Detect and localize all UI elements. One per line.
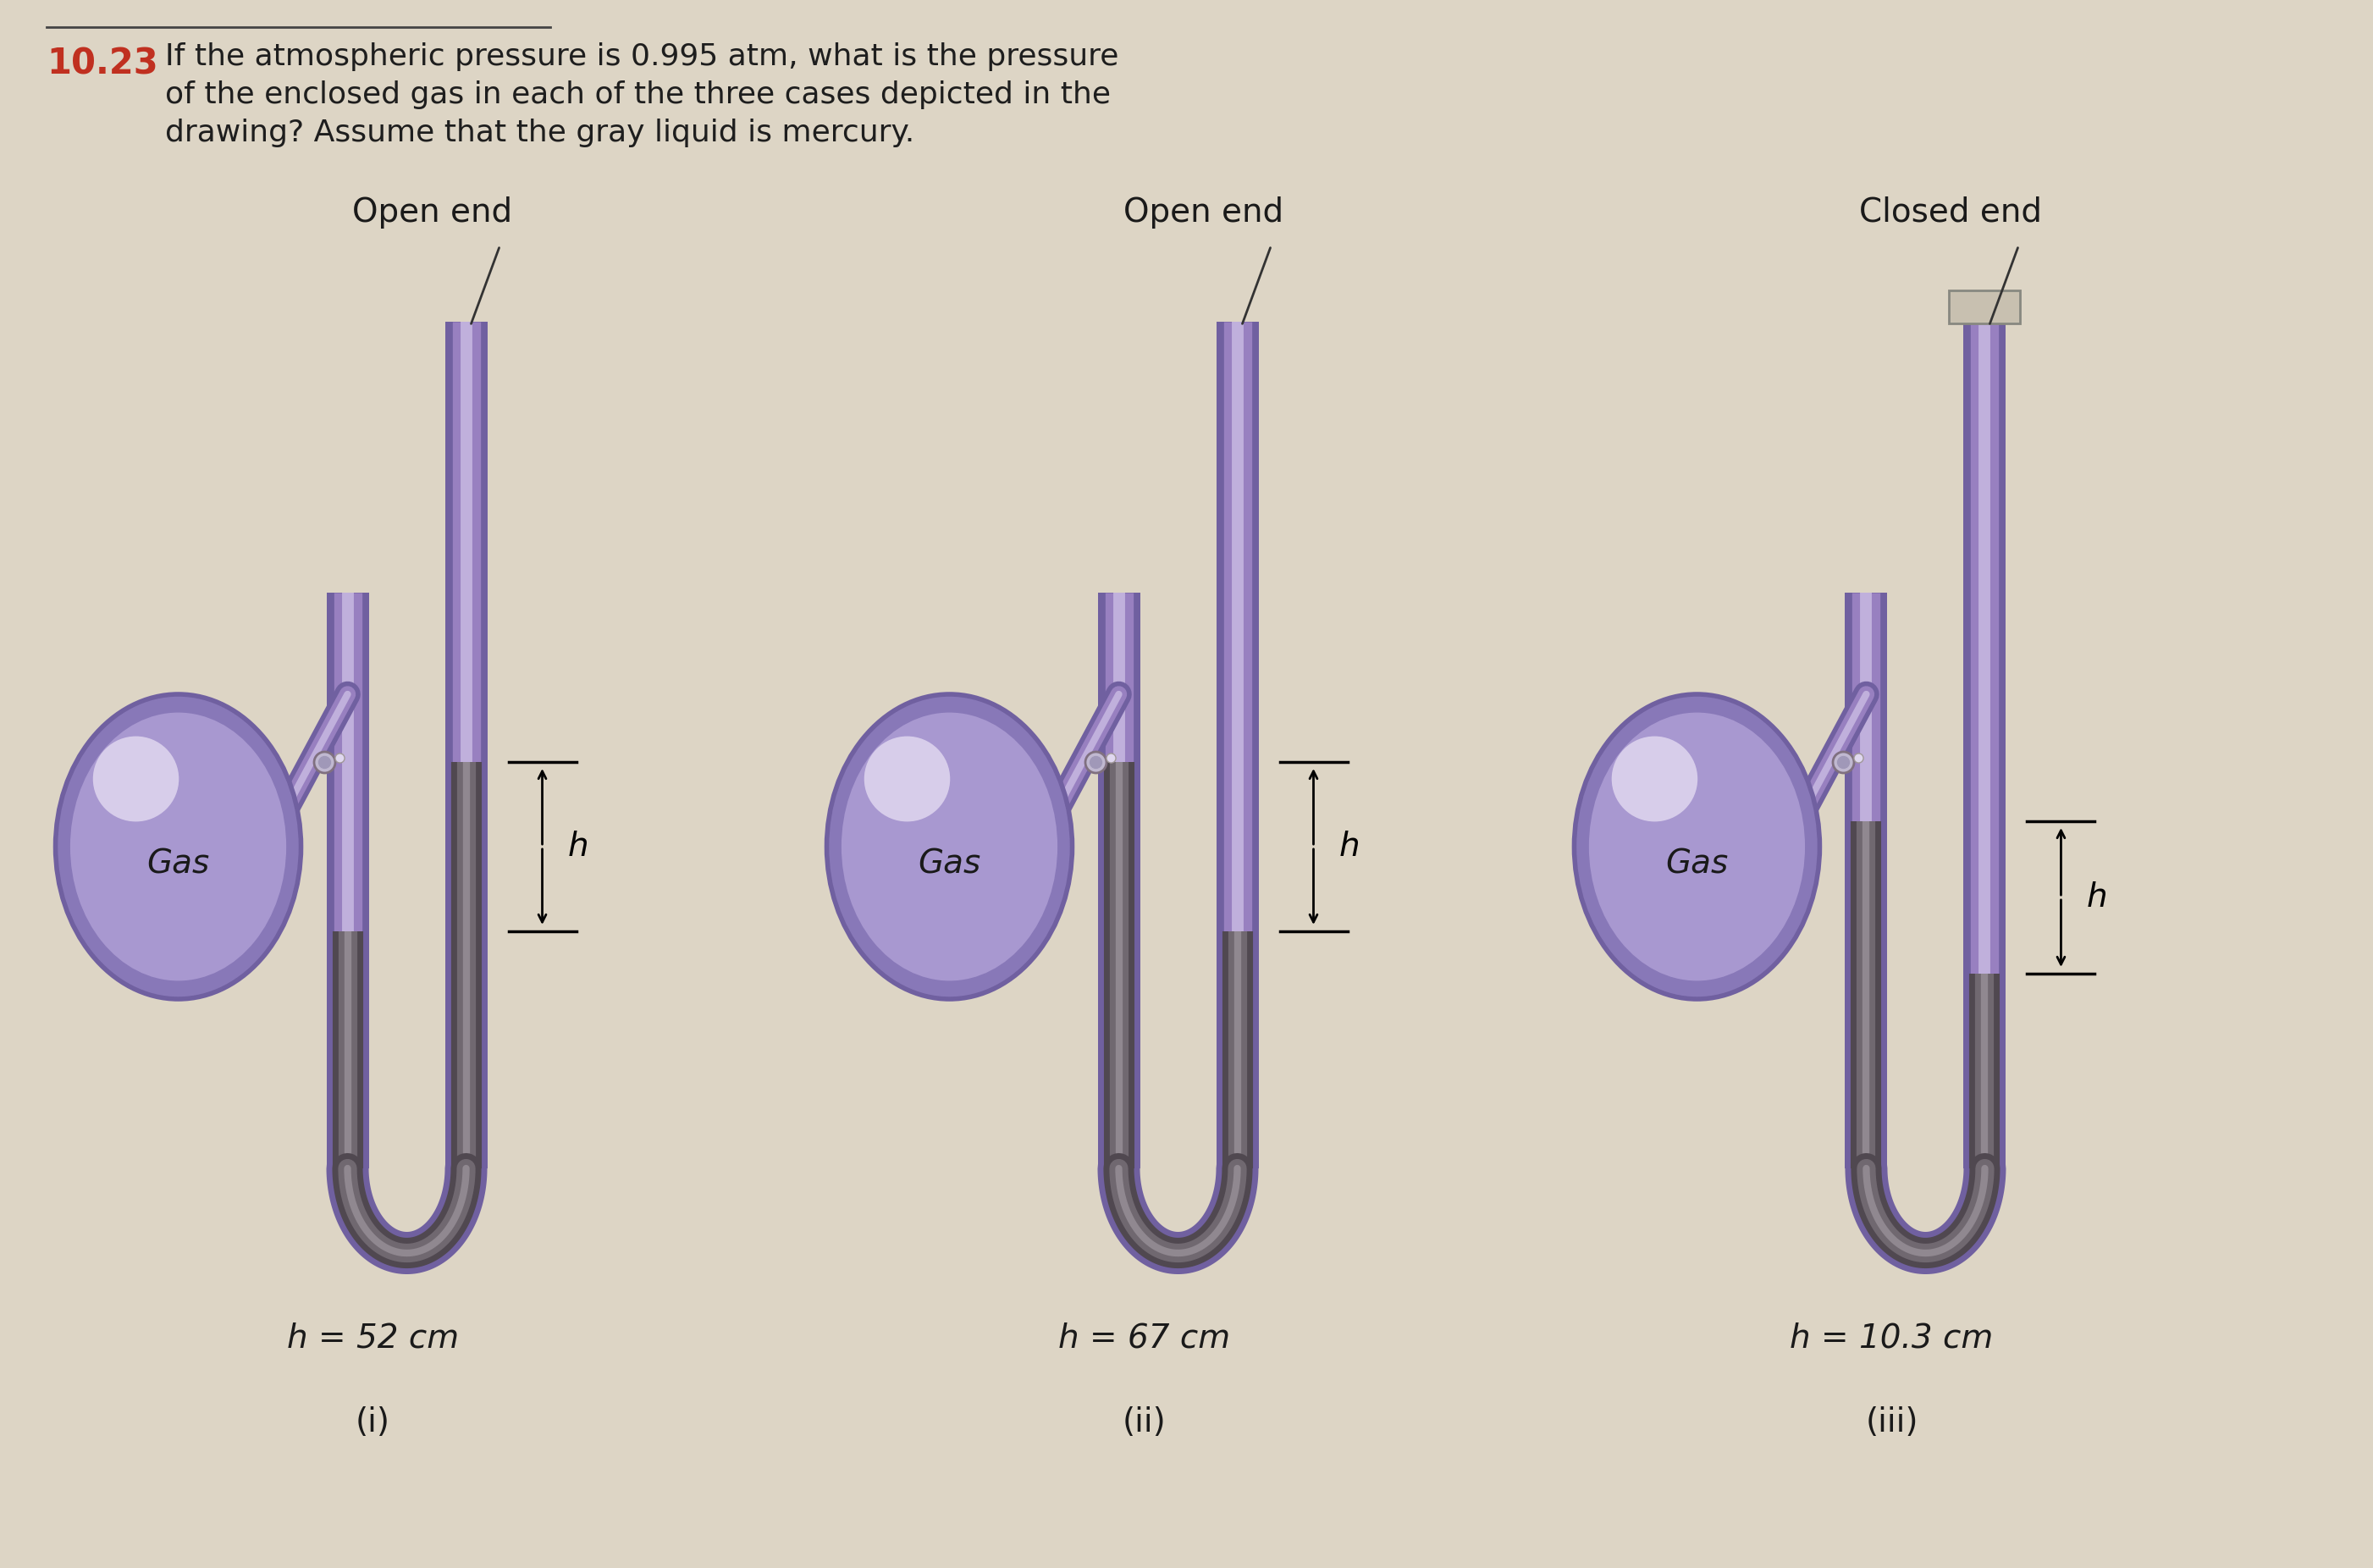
Ellipse shape [71, 712, 287, 980]
Text: h: h [567, 831, 589, 862]
Text: drawing? Assume that the gray liquid is mercury.: drawing? Assume that the gray liquid is … [166, 119, 914, 147]
Text: Open end: Open end [351, 196, 513, 229]
Text: Gas: Gas [1666, 847, 1728, 880]
Text: Closed end: Closed end [1860, 196, 2043, 229]
Ellipse shape [55, 695, 301, 999]
Text: h = 67 cm: h = 67 cm [1058, 1322, 1229, 1353]
Text: (i): (i) [356, 1406, 389, 1438]
Text: Gas: Gas [147, 847, 209, 880]
Ellipse shape [1590, 712, 1806, 980]
Text: If the atmospheric pressure is 0.995 atm, what is the pressure: If the atmospheric pressure is 0.995 atm… [166, 42, 1118, 71]
Text: (iii): (iii) [1865, 1406, 1917, 1438]
Text: h = 52 cm: h = 52 cm [287, 1322, 458, 1353]
FancyBboxPatch shape [1948, 290, 2019, 323]
Text: Open end: Open end [1122, 196, 1284, 229]
Text: Gas: Gas [918, 847, 980, 880]
Text: of the enclosed gas in each of the three cases depicted in the: of the enclosed gas in each of the three… [166, 80, 1111, 110]
Ellipse shape [93, 737, 178, 822]
Text: h: h [1338, 831, 1360, 862]
Ellipse shape [1611, 737, 1697, 822]
Text: h: h [2086, 881, 2107, 914]
Ellipse shape [864, 737, 949, 822]
Text: (ii): (ii) [1122, 1406, 1165, 1438]
Text: 10.23: 10.23 [47, 47, 159, 82]
Ellipse shape [1573, 695, 1820, 999]
Ellipse shape [842, 712, 1058, 980]
Text: h = 10.3 cm: h = 10.3 cm [1789, 1322, 1993, 1353]
Ellipse shape [826, 695, 1073, 999]
